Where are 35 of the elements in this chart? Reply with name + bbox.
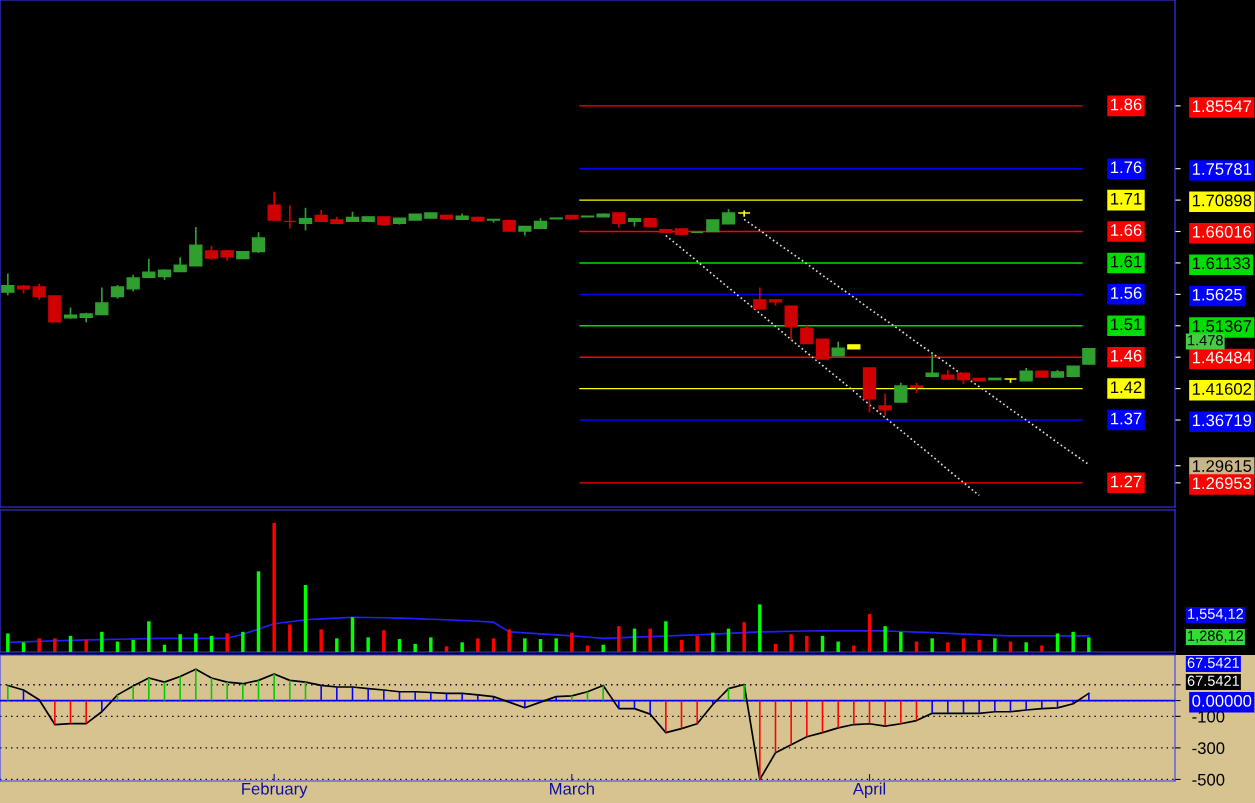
text: 67.5421 [1187,657,1239,668]
ref-line-label: 1.71 [1111,192,1142,205]
ref-line-label: 1.76 [1111,161,1142,174]
y-tick-label: 1.75781 [1192,163,1252,175]
ref-line-label: 1.66 [1111,224,1142,236]
text: 67.5421 [1187,675,1239,686]
y-tick-label: 1.70898 [1192,194,1252,207]
y-tick-label: 1.46484 [1192,351,1252,364]
ref-line-label: 1.61 [1111,255,1142,268]
y-tick-label: 1.51367 [1192,320,1252,332]
ref-line-label: 1.27 [1111,475,1142,488]
y-tick-label: 1.26953 [1192,477,1252,490]
text: 1.478 [1188,335,1223,346]
y-tick-label: 1.85547 [1192,100,1252,113]
x-tick-label: February [242,782,308,798]
text: 1,554,12 [1188,608,1244,621]
ref-line-label: 1.51 [1111,318,1142,331]
y-tick-label: -100 [1192,710,1225,723]
ref-line-label: 1.46 [1111,349,1142,362]
y-tick-label: 1.5625 [1192,288,1242,301]
y-tick-label: 1.66016 [1192,225,1252,238]
y-tick-label: 0.00000 [1192,694,1252,707]
x-tick-label: March [550,782,594,795]
y-tick-label: 1.41602 [1192,383,1252,395]
ref-line-label: 1.86 [1111,98,1142,111]
y-tick-label: 1.36719 [1192,414,1252,427]
y-tick-label: 1.29615 [1192,460,1252,472]
ref-line-label: 1.56 [1111,287,1142,299]
y-tick-label: -500 [1192,773,1225,786]
ref-line-label: 1.42 [1111,381,1142,393]
ref-line-label: 1.37 [1111,412,1142,425]
x-tick-label: April [852,782,886,798]
y-tick-label: 1.61133 [1192,257,1250,270]
y-tick-label: -300 [1192,742,1225,755]
text: 1,286,12 [1188,630,1244,643]
